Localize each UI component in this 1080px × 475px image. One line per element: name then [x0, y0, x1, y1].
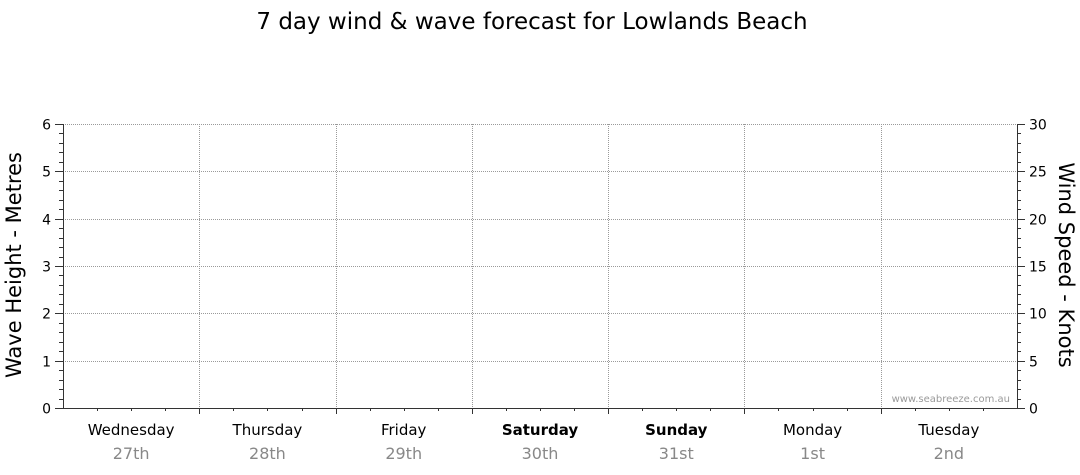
left-tick-label: 2 — [42, 307, 51, 323]
left-tick-label: 0 — [42, 402, 51, 418]
watermark-text: www.seabreeze.com.au — [892, 394, 1010, 405]
left-axis-title: Wave Height - Metres — [2, 152, 26, 378]
day-date-label: 1st — [800, 444, 825, 463]
right-tick-label: 20 — [1029, 213, 1047, 229]
right-tick-label: 10 — [1029, 307, 1047, 323]
left-tick-label: 3 — [42, 260, 51, 276]
day-name-label: Tuesday — [917, 421, 979, 439]
right-tick-label: 0 — [1029, 402, 1038, 418]
day-date-label: 29th — [385, 444, 422, 463]
day-name-label: Sunday — [645, 421, 708, 439]
left-tick-label: 4 — [42, 213, 51, 229]
day-name-label: Monday — [783, 421, 842, 439]
day-name-label: Saturday — [502, 421, 579, 439]
right-axis-title: Wind Speed - Knots — [1054, 162, 1078, 367]
axes — [63, 124, 1018, 414]
right-tick-label: 15 — [1029, 260, 1047, 276]
day-name-label: Wednesday — [88, 421, 175, 439]
day-name-label: Friday — [381, 421, 427, 439]
day-date-label: 31st — [659, 444, 694, 463]
left-tick-label: 5 — [42, 165, 51, 181]
day-date-label: 27th — [113, 444, 150, 463]
left-tick-label: 6 — [42, 118, 51, 134]
day-name-label: Thursday — [232, 421, 303, 439]
right-tick-label: 30 — [1029, 118, 1047, 134]
left-tick-label: 1 — [42, 355, 51, 371]
chart-title: 7 day wind & wave forecast for Lowlands … — [256, 9, 807, 35]
day-date-label: 30th — [522, 444, 559, 463]
left-axis-ticks: 0 1 2 3 4 5 6 — [42, 118, 63, 418]
day-date-label: 28th — [249, 444, 286, 463]
right-tick-label: 25 — [1029, 165, 1047, 181]
day-date-label: 2nd — [934, 444, 964, 463]
right-tick-label: 5 — [1029, 355, 1038, 371]
right-axis-ticks: 0 5 10 15 20 25 30 — [1017, 118, 1047, 418]
day-labels: Wednesday 27th Thursday 28th Friday 29th Satur… — [88, 421, 980, 463]
grid-lines — [63, 124, 1017, 408]
